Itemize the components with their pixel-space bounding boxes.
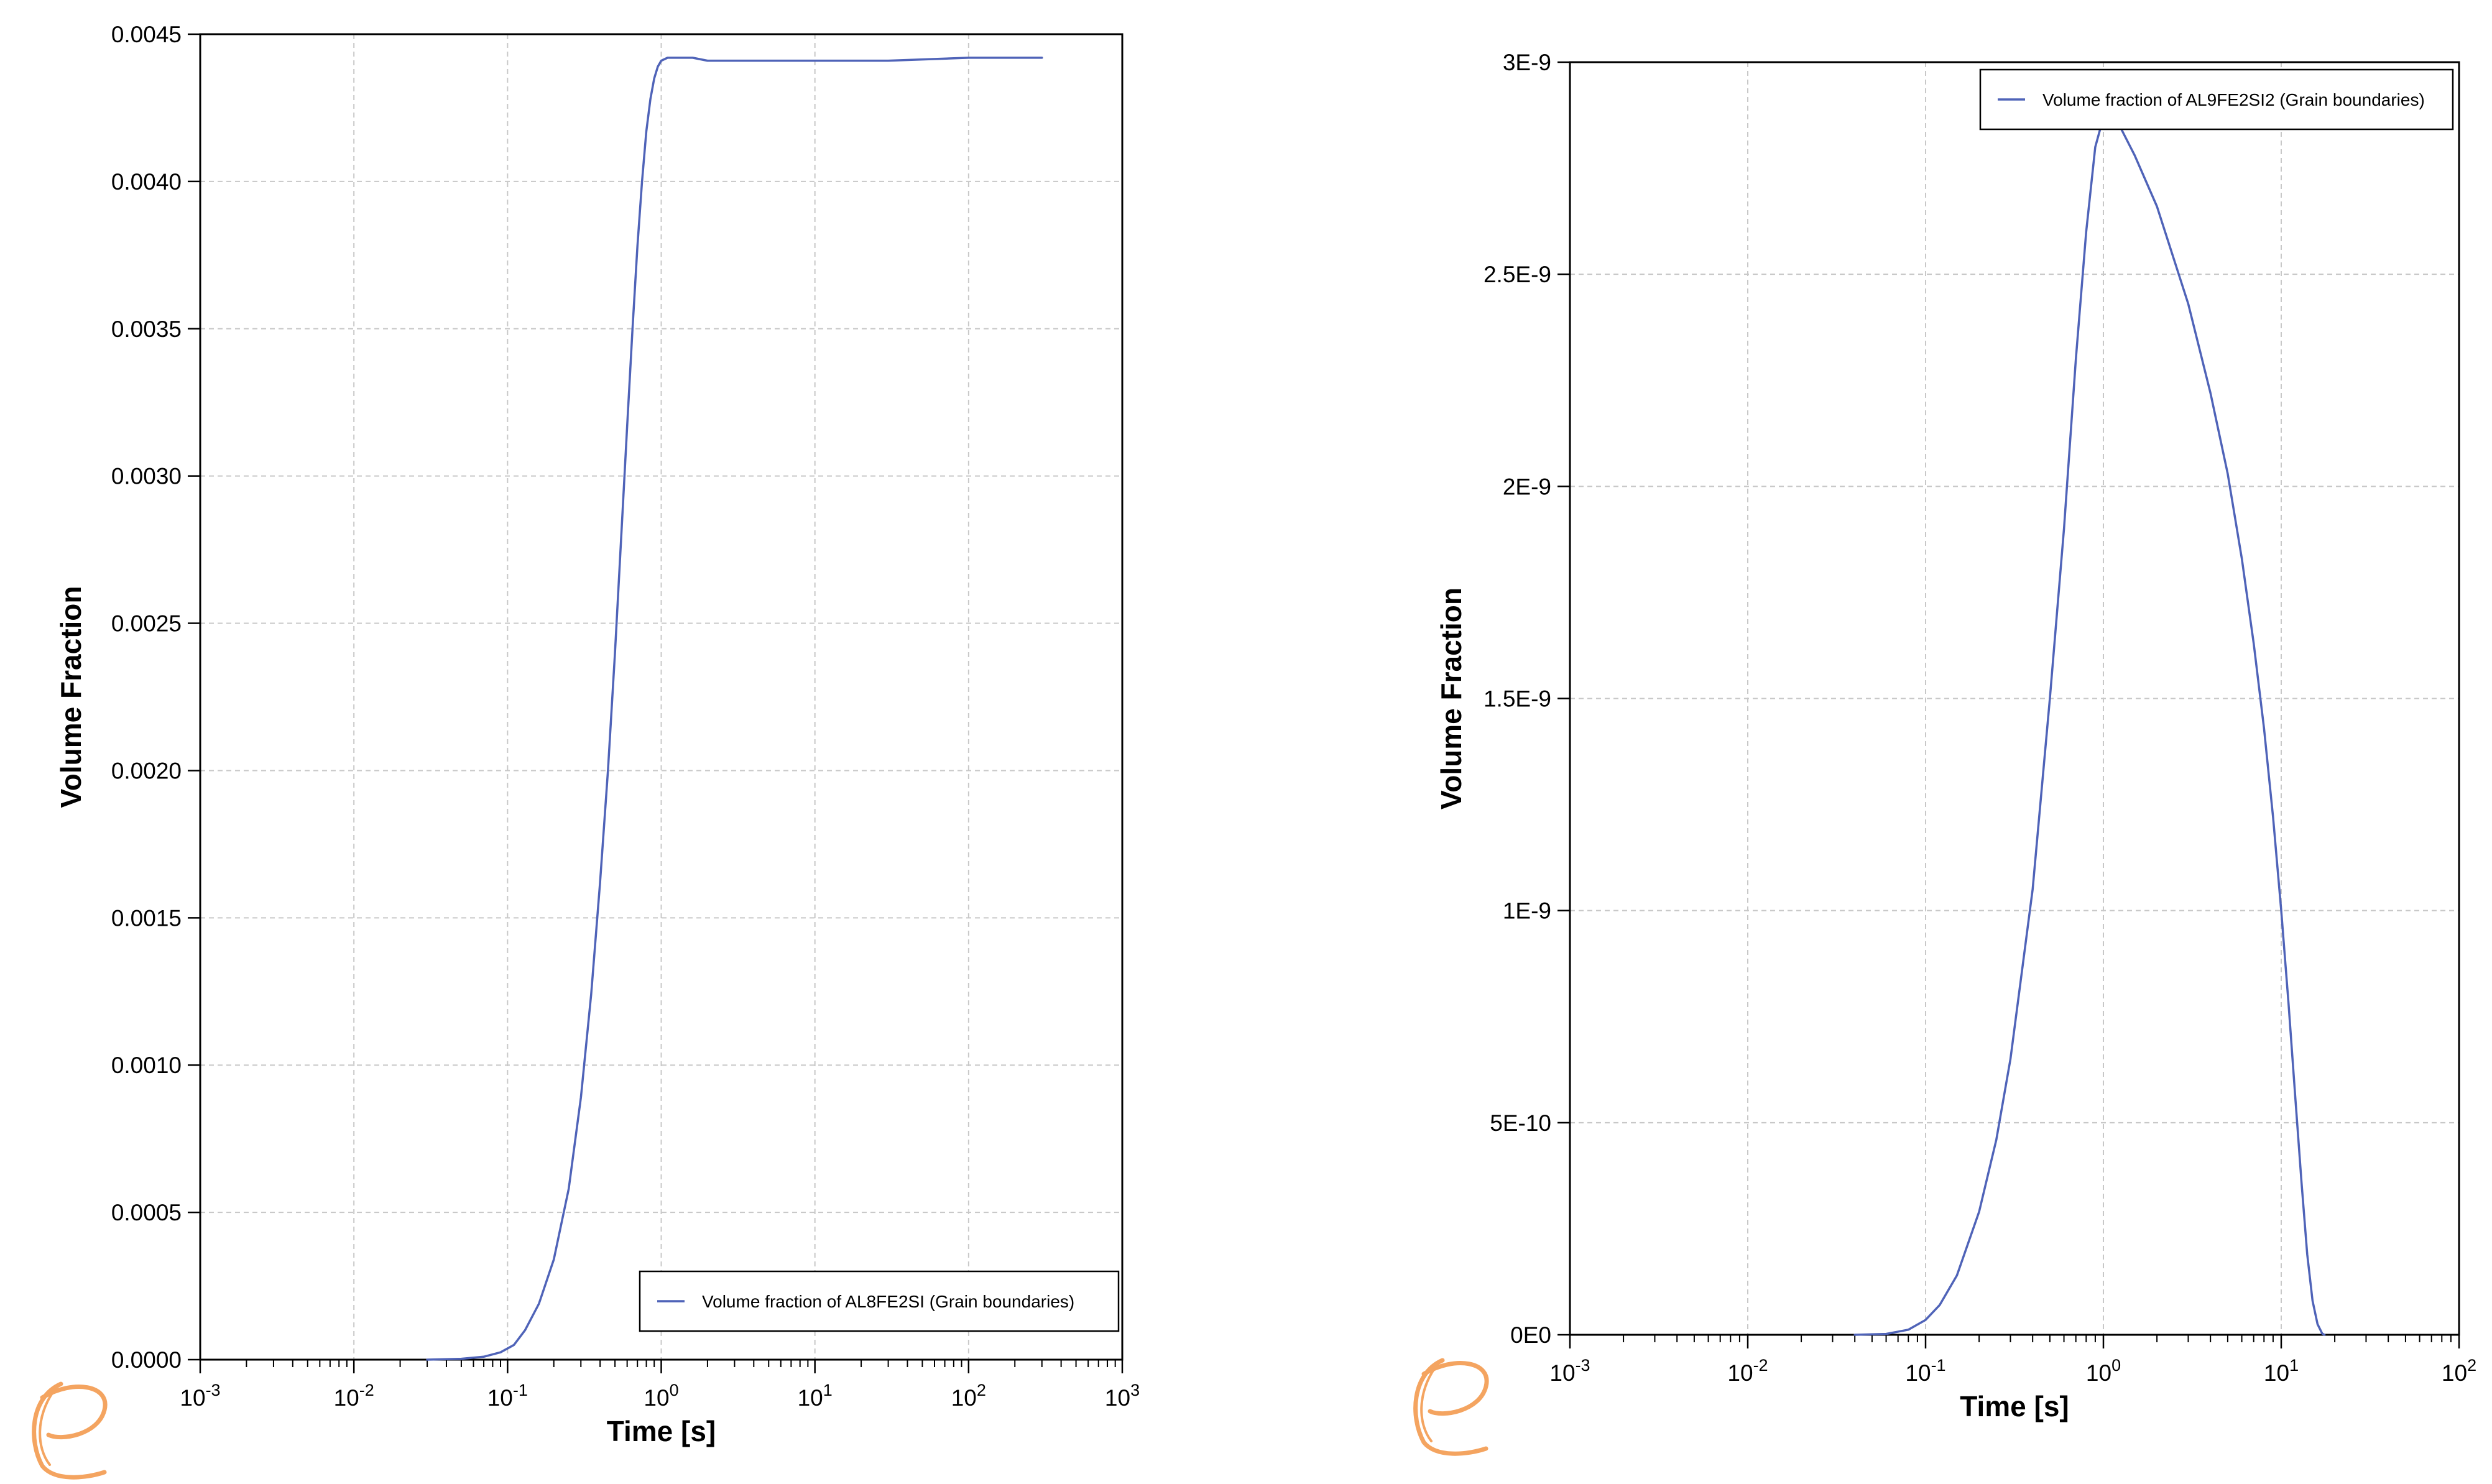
x-tick-label: 100 xyxy=(644,1381,678,1411)
y-tick-label: 2E-9 xyxy=(1503,474,1551,499)
y-tick-label: 1E-9 xyxy=(1503,898,1551,924)
right-chart: 10-3 10-2 10-1 100 101 102 0E0 5E-10 1E-9 1.5E-9 2… xyxy=(1435,50,2476,1422)
y-tick-label: 0.0015 xyxy=(111,905,182,931)
legend-label: Volume fraction of AL9FE2SI2 (Grain boun… xyxy=(2042,90,2425,109)
y-tick-label: 0.0030 xyxy=(111,464,182,489)
logo-left xyxy=(32,1381,108,1480)
x-tick-label: 10-2 xyxy=(334,1381,374,1411)
y-axis-title: Volume Fraction xyxy=(55,586,87,808)
x-tick-label: 100 xyxy=(2086,1356,2121,1386)
legend: Volume fraction of AL9FE2SI2 (Grain boun… xyxy=(1979,68,2454,131)
y-tick-label: 5E-10 xyxy=(1490,1110,1551,1136)
left-chart: 10-3 10-2 10-1 100 101 102 103 0.0000 0.0005 0.00… xyxy=(55,22,1140,1447)
x-tick-label: 101 xyxy=(798,1381,833,1411)
y-tick-label: 3E-9 xyxy=(1503,50,1551,75)
y-tick-label: 0E0 xyxy=(1510,1322,1551,1348)
y-tick-label: 0.0045 xyxy=(111,22,182,47)
x-tick-label: 10-1 xyxy=(487,1381,528,1411)
y-axis-title: Volume Fraction xyxy=(1435,588,1467,809)
legend-box xyxy=(1979,68,2454,131)
y-tick-label: 2.5E-9 xyxy=(1484,262,1551,287)
y-tick-label: 0.0010 xyxy=(111,1053,182,1078)
x-tick-label: 102 xyxy=(951,1381,986,1411)
y-tick-label: 0.0005 xyxy=(111,1200,182,1225)
legend: Volume fraction of AL8FE2SI (Grain bound… xyxy=(639,1270,1120,1332)
y-tick-label: 0.0025 xyxy=(111,611,182,637)
legend-label: Volume fraction of AL8FE2SI (Grain bound… xyxy=(702,1292,1074,1311)
x-tick-label: 10-2 xyxy=(1727,1356,1768,1386)
x-tick-label: 101 xyxy=(2264,1356,2299,1386)
series-line xyxy=(1853,116,2326,1336)
y-tick-label: 0.0035 xyxy=(111,316,182,342)
x-axis-title: Time [s] xyxy=(607,1415,716,1447)
logo-right xyxy=(1413,1358,1489,1456)
x-tick-label: 103 xyxy=(1105,1381,1140,1411)
y-tick-label: 0.0020 xyxy=(111,758,182,783)
y-tick-label: 0.0040 xyxy=(111,169,182,195)
y-tick-label: 0.0000 xyxy=(111,1347,182,1373)
legend-box xyxy=(639,1270,1120,1332)
series-line xyxy=(426,57,1043,1361)
x-tick-label: 10-3 xyxy=(180,1381,220,1411)
x-tick-label: 10-3 xyxy=(1549,1356,1590,1386)
y-tick-label: 1.5E-9 xyxy=(1484,686,1551,712)
x-axis-title: Time [s] xyxy=(1960,1390,2069,1422)
x-tick-label: 102 xyxy=(2442,1356,2476,1386)
x-tick-label: 10-1 xyxy=(1905,1356,1945,1386)
